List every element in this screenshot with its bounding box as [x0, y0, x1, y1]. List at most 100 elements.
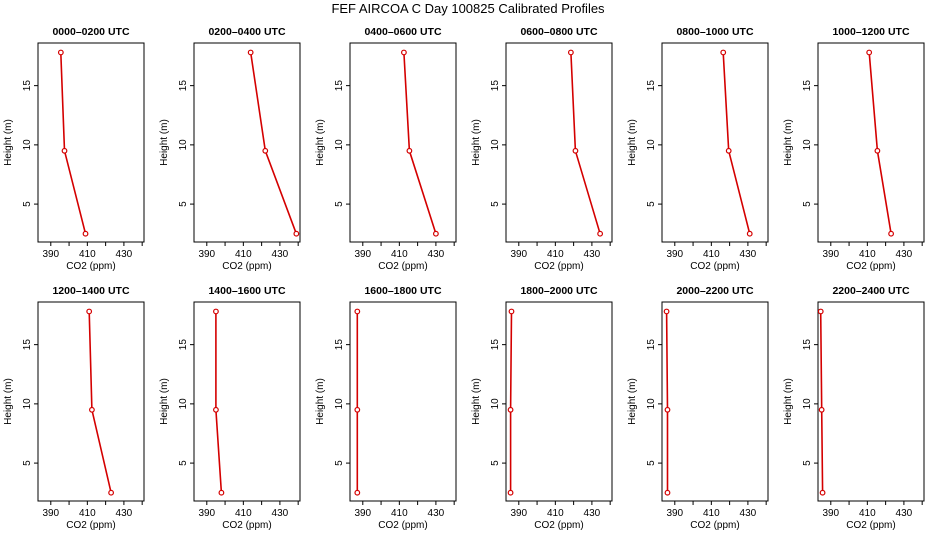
data-point — [108, 489, 115, 496]
series-line — [570, 52, 601, 234]
x-tick-label: 430 — [116, 508, 133, 519]
x-axis-label: CO2 (ppm) — [378, 261, 427, 272]
series-line — [249, 52, 298, 234]
y-axis-label: Height (m) — [315, 119, 326, 166]
data-point — [354, 406, 361, 413]
x-tick-label: 390 — [354, 249, 371, 260]
y-tick-label: 5 — [646, 460, 657, 466]
y-axis-label: Height (m) — [627, 378, 638, 425]
y-axis-label: Height (m) — [783, 378, 794, 425]
data-point — [354, 489, 361, 496]
y-tick-label: 15 — [646, 339, 657, 351]
plot-frame — [37, 42, 145, 243]
y-tick-label: 15 — [490, 80, 501, 92]
data-point — [888, 230, 895, 237]
data-point — [597, 230, 604, 237]
data-point — [507, 406, 514, 413]
y-tick-label: 10 — [802, 139, 813, 151]
data-point — [746, 230, 753, 237]
x-tick-label: 410 — [547, 249, 564, 260]
x-tick-label: 410 — [235, 508, 252, 519]
x-tick-label: 430 — [584, 249, 601, 260]
data-point — [819, 489, 826, 496]
series-line — [665, 311, 669, 493]
x-tick-label: 390 — [198, 508, 215, 519]
y-tick-label: 5 — [490, 460, 501, 466]
plot-frame — [505, 301, 613, 502]
x-axis-label: CO2 (ppm) — [690, 520, 739, 531]
y-tick-label: 15 — [802, 80, 813, 92]
data-point — [86, 308, 93, 315]
data-point — [262, 147, 269, 154]
x-axis-label: CO2 (ppm) — [66, 261, 115, 272]
series-line — [60, 52, 87, 234]
y-tick-label: 5 — [334, 201, 345, 207]
y-tick-label: 15 — [490, 339, 501, 351]
plot-frame — [349, 42, 457, 243]
x-tick-label: 410 — [235, 249, 252, 260]
y-tick-label: 10 — [802, 398, 813, 410]
data-point — [720, 49, 727, 56]
y-tick-label: 15 — [22, 80, 33, 92]
x-tick-label: 390 — [354, 508, 371, 519]
y-axis-label: Height (m) — [471, 378, 482, 425]
data-point — [213, 406, 219, 413]
data-point — [567, 49, 574, 56]
y-axis-label: Height (m) — [783, 119, 794, 166]
y-tick-label: 10 — [22, 139, 33, 151]
y-axis-label: Height (m) — [159, 378, 170, 425]
x-tick-label: 430 — [272, 508, 289, 519]
data-point — [218, 489, 225, 496]
x-tick-label: 430 — [740, 249, 757, 260]
series-line — [88, 311, 112, 493]
x-tick-label: 390 — [42, 249, 59, 260]
x-tick-label: 410 — [703, 249, 720, 260]
data-point — [213, 308, 219, 315]
data-point — [247, 49, 254, 56]
y-axis-label: Height (m) — [3, 378, 14, 425]
plot-frame — [349, 301, 457, 502]
data-point — [432, 230, 439, 237]
data-point — [293, 230, 300, 237]
x-tick-label: 390 — [822, 249, 839, 260]
y-tick-label: 10 — [646, 398, 657, 410]
y-tick-label: 5 — [22, 460, 33, 466]
y-tick-label: 10 — [178, 139, 189, 151]
x-axis-label: CO2 (ppm) — [846, 261, 895, 272]
panel-title: 0200–0400 UTC — [208, 26, 285, 38]
panel-title: 0600–0800 UTC — [520, 26, 597, 38]
x-tick-label: 430 — [740, 508, 757, 519]
data-point — [725, 147, 732, 154]
x-tick-label: 390 — [42, 508, 59, 519]
data-point — [57, 49, 64, 56]
x-tick-label: 390 — [822, 508, 839, 519]
series-line — [819, 311, 824, 493]
plot-frame — [661, 42, 769, 243]
x-tick-label: 430 — [116, 249, 133, 260]
x-tick-label: 430 — [272, 249, 289, 260]
series-line — [509, 311, 513, 493]
data-point — [508, 308, 515, 315]
data-point — [572, 147, 579, 154]
panel-title: 1600–1800 UTC — [364, 285, 441, 297]
y-tick-label: 5 — [334, 460, 345, 466]
plot-frame — [661, 301, 769, 502]
y-tick-label: 15 — [178, 80, 189, 92]
panel-title: 0000–0200 UTC — [52, 26, 129, 38]
panel-title: 1000–1200 UTC — [832, 26, 909, 38]
x-tick-label: 430 — [428, 508, 445, 519]
data-point — [664, 406, 671, 413]
panel-title: 0400–0600 UTC — [364, 26, 441, 38]
figure-title: FEF AIRCOA C Day 100825 Calibrated Profi… — [331, 1, 605, 16]
data-point — [406, 147, 413, 154]
data-point — [354, 308, 361, 315]
series-line — [722, 52, 751, 234]
x-axis-label: CO2 (ppm) — [222, 520, 271, 531]
y-tick-label: 5 — [802, 460, 813, 466]
y-axis-label: Height (m) — [315, 378, 326, 425]
data-point — [818, 406, 825, 413]
x-tick-label: 390 — [510, 249, 527, 260]
x-tick-label: 410 — [79, 249, 96, 260]
x-tick-label: 430 — [896, 249, 913, 260]
